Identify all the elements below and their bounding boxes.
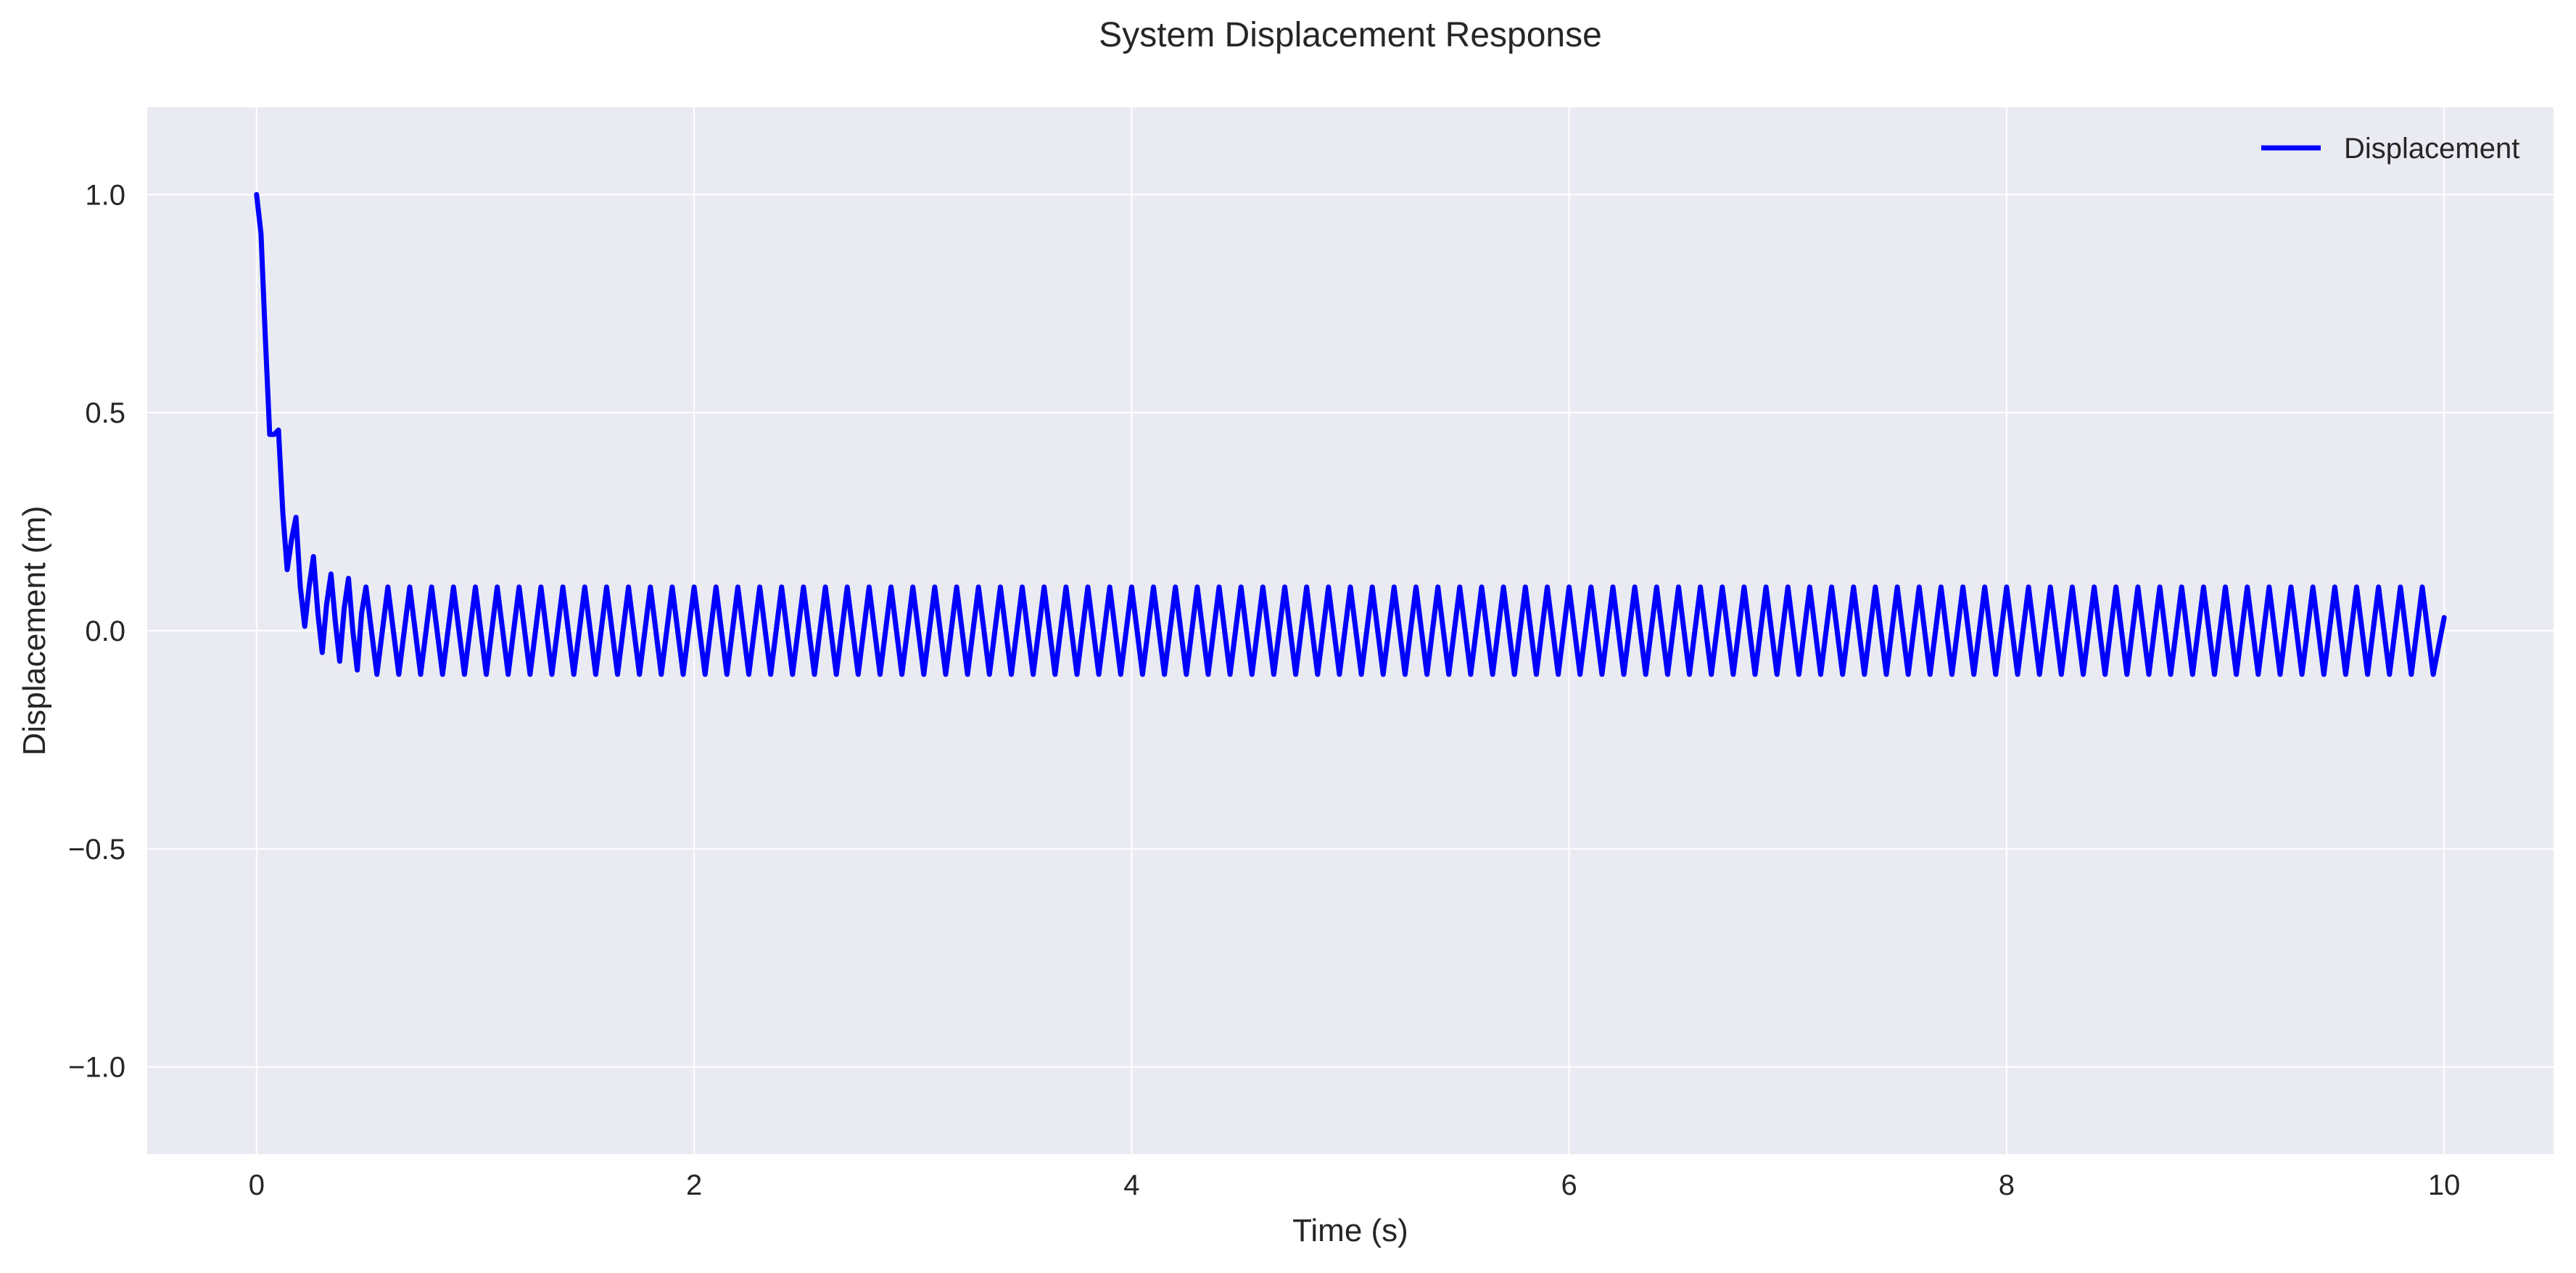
y-axis-ticks: −1.0 −0.5 0.0 0.5 1.0: [68, 179, 125, 1083]
x-tick-label: 8: [1999, 1169, 2015, 1201]
series-layer: [254, 191, 2447, 677]
x-tick-label: 2: [686, 1169, 702, 1201]
y-tick-label: 1.0: [85, 179, 125, 211]
x-tick-label: 6: [1561, 1169, 1577, 1201]
x-axis-ticks: 0 2 4 6 8 10: [249, 1169, 2461, 1201]
x-tick-label: 0: [249, 1169, 265, 1201]
x-axis-label: Time (s): [1292, 1213, 1408, 1248]
y-tick-label: −0.5: [68, 834, 125, 866]
y-axis-label: Displacement (m): [17, 506, 52, 756]
legend: Displacement: [2261, 133, 2519, 165]
y-tick-label: 0.5: [85, 397, 125, 429]
legend-label: Displacement: [2344, 133, 2519, 165]
y-tick-label: 0.0: [85, 615, 125, 647]
x-tick-label: 4: [1123, 1169, 1139, 1201]
x-tick-label: 10: [2428, 1169, 2461, 1201]
y-tick-label: −1.0: [68, 1052, 125, 1084]
displacement-series-line: [254, 191, 2447, 677]
chart-title: System Displacement Response: [1099, 16, 1602, 54]
